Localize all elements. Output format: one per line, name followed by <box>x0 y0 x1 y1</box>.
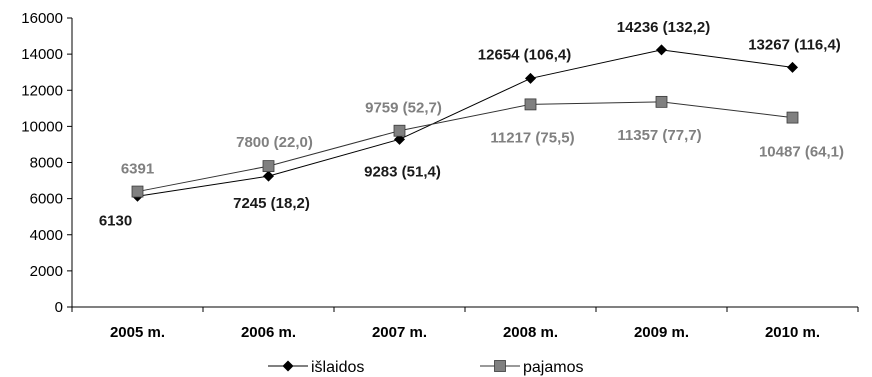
y-tick-label: 2000 <box>30 263 63 280</box>
data-label-pajamos: 10487 (64,1) <box>759 144 844 161</box>
data-label-išlaidos: 9283 (51,4) <box>364 163 441 180</box>
x-axis-ticks: 2005 m. 2006 m. 2007 m. 2008 m. 2009 m. 2010 … <box>71 307 859 341</box>
data-point-pajamos <box>786 111 799 124</box>
data-point-pajamos <box>131 185 144 198</box>
data-label-išlaidos: 7245 (18,2) <box>233 195 310 212</box>
data-point-išlaidos <box>656 44 667 56</box>
data-labels: 6130 7245 (18,2) 9283 (51,4) 12654 (106,4) 1… <box>99 19 844 229</box>
legend-label-pajamos: pajamos <box>523 359 583 376</box>
data-point-pajamos <box>393 124 406 137</box>
series-line-pajamos <box>137 101 793 193</box>
x-tick-label: 2005 m. <box>110 324 165 341</box>
y-tick-label: 8000 <box>30 155 63 172</box>
y-tick-label: 10000 <box>21 118 63 135</box>
data-point-pajamos <box>655 95 668 108</box>
legend-label-išlaidos: išlaidos <box>311 359 364 376</box>
data-point-išlaidos <box>787 61 798 73</box>
data-point-pajamos <box>524 98 537 111</box>
x-tick-label: 2006 m. <box>241 324 296 341</box>
x-tick-label: 2010 m. <box>765 324 820 341</box>
x-tick-label: 2008 m. <box>503 324 558 341</box>
data-label-pajamos: 11357 (77,7) <box>617 127 701 144</box>
data-label-pajamos: 7800 (22,0) <box>236 134 313 151</box>
data-label-pajamos: 6391 <box>121 161 154 178</box>
x-tick-label: 2007 m. <box>372 324 427 341</box>
x-tick-label: 2009 m. <box>634 324 689 341</box>
data-label-išlaidos: 6130 <box>99 212 132 229</box>
y-tick-label: 6000 <box>30 191 63 208</box>
data-label-išlaidos: 12654 (106,4) <box>478 46 571 63</box>
data-point-išlaidos <box>263 170 274 182</box>
y-tick-label: 0 <box>55 299 63 316</box>
data-label-pajamos: 9759 (52,7) <box>365 100 442 117</box>
y-tick-label: 14000 <box>21 46 63 63</box>
axes <box>71 18 858 308</box>
data-label-išlaidos: 14236 (132,2) <box>617 19 710 36</box>
data-label-išlaidos: 13267 (116,4) <box>748 36 841 53</box>
data-point-išlaidos <box>525 72 536 84</box>
legend: išlaidos pajamos <box>268 359 583 376</box>
series-layer <box>131 44 799 202</box>
series-line-išlaidos <box>137 49 793 197</box>
legend-marker-pajamos <box>494 360 506 372</box>
legend-marker-išlaidos <box>282 360 294 372</box>
y-tick-label: 4000 <box>30 227 63 244</box>
data-label-pajamos: 11217 (75,5) <box>490 129 574 146</box>
y-tick-label: 12000 <box>21 82 63 99</box>
y-axis-ticks: 0 2000 4000 6000 8000 10000 12000 14000 16000 <box>21 10 72 316</box>
data-point-pajamos <box>262 160 275 173</box>
y-tick-label: 16000 <box>21 10 63 27</box>
